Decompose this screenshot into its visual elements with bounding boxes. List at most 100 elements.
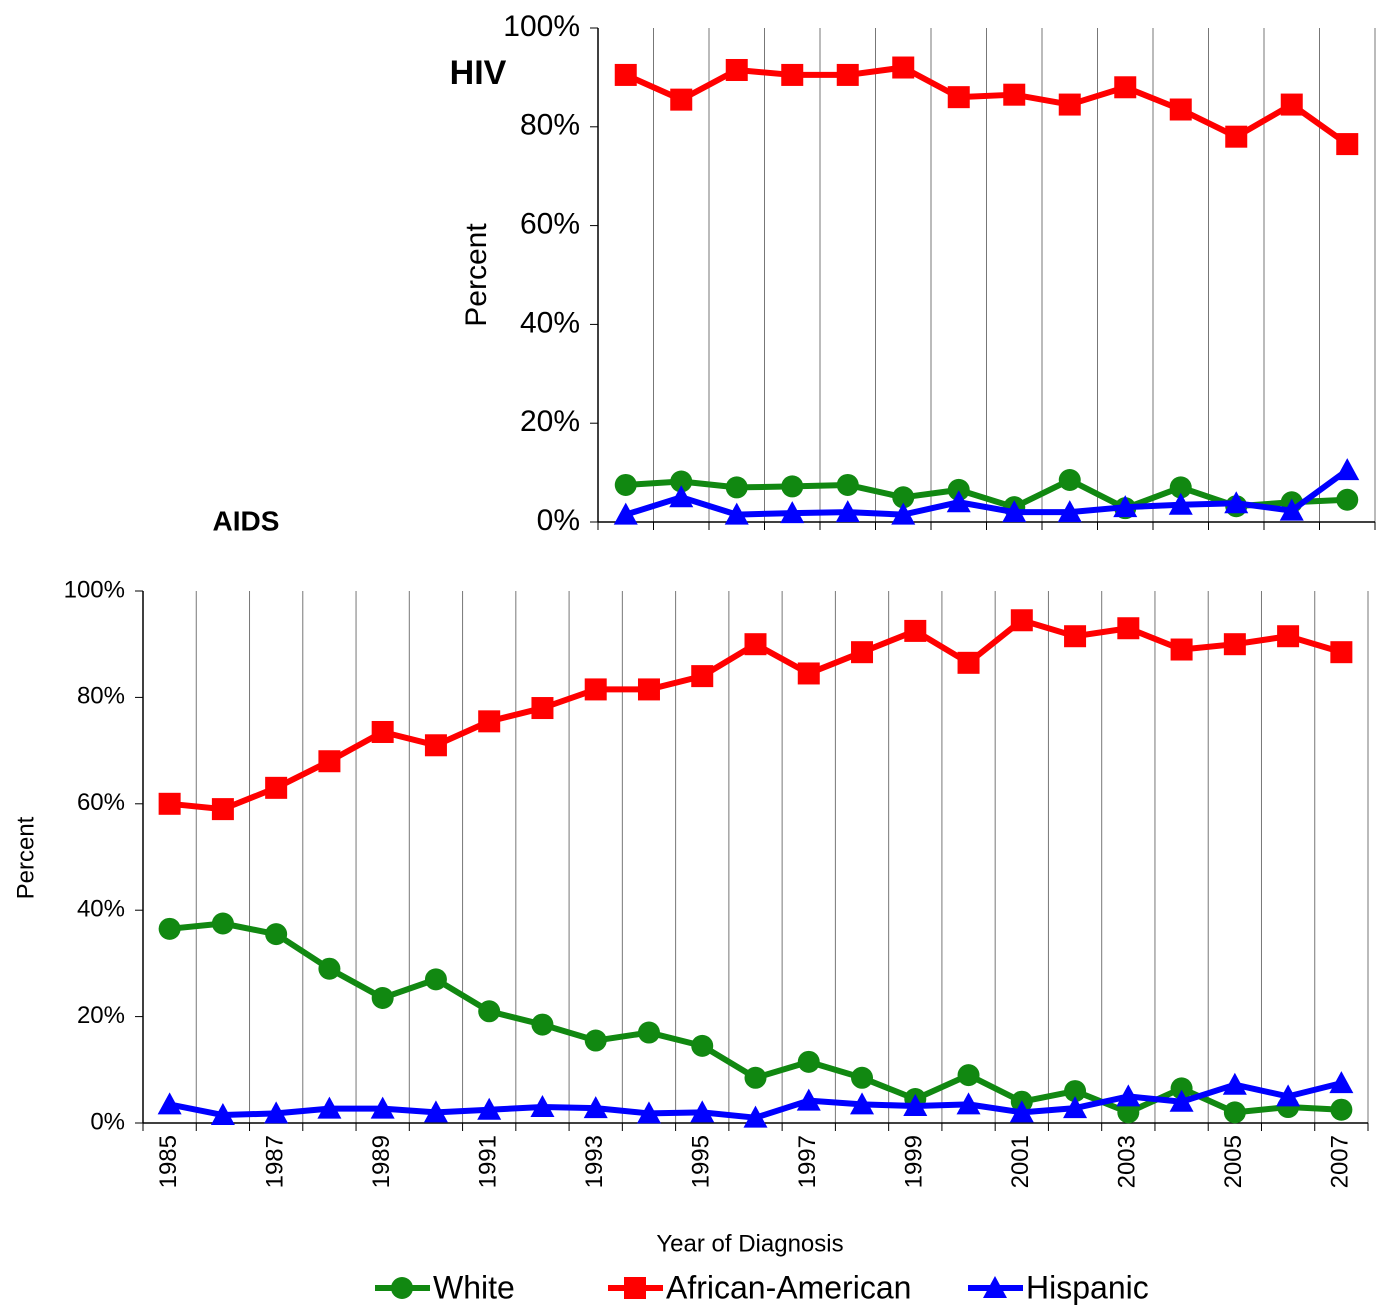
marker: [1114, 76, 1137, 99]
marker: [780, 501, 805, 524]
marker: [796, 1088, 821, 1111]
x-tick-label: 1999: [901, 1135, 928, 1188]
marker: [424, 968, 447, 991]
marker: [851, 641, 874, 664]
marker: [947, 86, 970, 109]
marker: [725, 58, 748, 81]
marker: [1116, 1084, 1141, 1107]
y-tick-label: 0%: [90, 1108, 125, 1135]
marker: [744, 633, 767, 656]
marker: [423, 1100, 448, 1123]
marker: [210, 1103, 235, 1126]
marker: [781, 475, 804, 498]
marker: [1335, 458, 1360, 481]
marker: [957, 651, 980, 674]
marker: [836, 63, 859, 86]
marker: [946, 490, 971, 513]
marker: [370, 1096, 395, 1119]
marker: [691, 665, 714, 688]
marker: [725, 476, 748, 499]
marker: [1336, 133, 1359, 156]
marker: [1330, 1098, 1353, 1121]
marker: [371, 986, 394, 1009]
marker: [850, 1092, 875, 1115]
marker: [265, 776, 288, 799]
marker: [1170, 638, 1193, 661]
marker: [670, 470, 693, 493]
marker: [613, 502, 638, 525]
marker: [1170, 1077, 1193, 1100]
marker: [637, 678, 660, 701]
marker: [531, 1013, 554, 1036]
y-tick-label: 20%: [77, 1002, 125, 1029]
marker: [1224, 491, 1249, 514]
y-tick-label: 80%: [77, 683, 125, 710]
y-axis-label: Percent: [12, 816, 39, 899]
marker: [670, 88, 693, 111]
x-tick-label: 1993: [581, 1135, 608, 1188]
marker: [1117, 1101, 1140, 1124]
marker: [983, 1276, 1007, 1298]
marker: [318, 750, 341, 773]
x-tick-label: 1997: [794, 1135, 821, 1188]
marker: [724, 502, 749, 525]
marker: [264, 1101, 289, 1124]
y-tick-label: 40%: [520, 306, 580, 339]
marker: [391, 1277, 413, 1299]
marker: [1064, 1080, 1087, 1103]
marker: [892, 56, 915, 79]
marker: [835, 500, 860, 523]
marker: [1010, 609, 1033, 632]
marker: [891, 502, 916, 525]
marker: [531, 697, 554, 720]
marker: [797, 662, 820, 685]
marker: [1002, 500, 1027, 523]
marker: [1058, 93, 1081, 116]
y-tick-label: 60%: [77, 789, 125, 816]
marker: [1057, 500, 1082, 523]
marker: [1280, 93, 1303, 116]
x-tick-label: 2003: [1114, 1135, 1141, 1188]
marker: [669, 485, 694, 508]
series-line: [624, 467, 1350, 518]
legend-label: White: [433, 1269, 515, 1305]
marker: [583, 1096, 608, 1119]
marker: [1003, 83, 1026, 106]
marker: [1279, 498, 1304, 521]
marker: [478, 1000, 501, 1023]
marker: [1168, 492, 1193, 515]
marker: [1222, 1072, 1247, 1095]
x-tick-label: 1991: [475, 1135, 502, 1188]
marker: [956, 1092, 981, 1115]
y-tick-label: 60%: [520, 208, 580, 241]
marker: [690, 1100, 715, 1123]
marker: [614, 63, 637, 86]
marker: [530, 1095, 555, 1118]
x-tick-label: 1985: [155, 1135, 182, 1188]
marker: [636, 1101, 661, 1124]
x-tick-label: 2007: [1327, 1135, 1354, 1188]
x-tick-label: 2001: [1007, 1135, 1034, 1188]
legend-label: African-American: [666, 1269, 911, 1305]
marker: [1063, 1096, 1088, 1119]
y-tick-label: 100%: [503, 10, 580, 43]
marker: [1117, 617, 1140, 640]
marker: [903, 1093, 928, 1116]
y-tick-label: 40%: [77, 896, 125, 923]
y-tick-label: 100%: [64, 576, 125, 603]
marker: [1329, 1071, 1354, 1094]
marker: [1336, 488, 1359, 511]
marker: [1169, 1089, 1194, 1112]
marker: [781, 63, 804, 86]
marker: [424, 734, 447, 757]
marker: [1223, 633, 1246, 656]
y-tick-label: 20%: [520, 405, 580, 438]
marker: [1276, 1084, 1301, 1107]
marker: [691, 1034, 714, 1057]
marker: [584, 678, 607, 701]
marker: [265, 923, 288, 946]
marker: [1009, 1100, 1034, 1123]
marker: [851, 1066, 874, 1089]
